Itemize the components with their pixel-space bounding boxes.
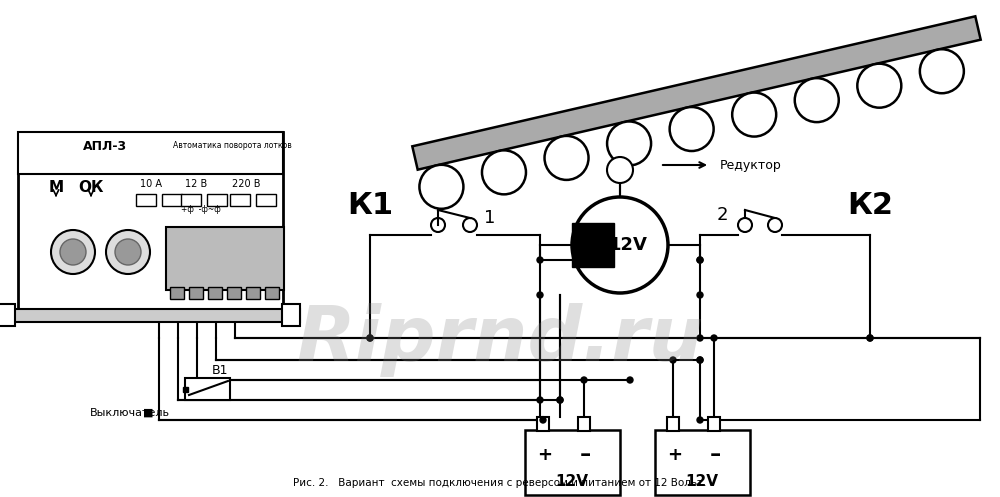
Bar: [655, 430, 750, 495]
Circle shape: [711, 335, 717, 341]
Bar: [0, 304, 15, 326]
Bar: [265, 287, 279, 299]
Circle shape: [367, 335, 373, 341]
Text: +: +: [668, 446, 682, 464]
Circle shape: [697, 357, 703, 363]
Bar: [708, 417, 720, 431]
Circle shape: [419, 165, 463, 209]
Text: 12V: 12V: [556, 475, 588, 490]
Circle shape: [697, 292, 703, 298]
Text: Выключатель: Выключатель: [90, 408, 170, 418]
Circle shape: [482, 151, 526, 194]
Circle shape: [607, 157, 633, 183]
Circle shape: [581, 377, 587, 383]
Text: 10 А: 10 А: [140, 179, 162, 189]
Text: 12V: 12V: [686, 475, 718, 490]
Text: АПЛ-3: АПЛ-3: [83, 140, 127, 153]
Text: 220 В: 220 В: [232, 179, 260, 189]
Circle shape: [857, 64, 901, 108]
Text: 2: 2: [716, 206, 728, 224]
Circle shape: [697, 257, 703, 263]
Bar: [227, 287, 241, 299]
Circle shape: [557, 397, 563, 403]
Circle shape: [768, 218, 782, 232]
Circle shape: [920, 49, 964, 93]
Bar: [282, 304, 300, 326]
Polygon shape: [412, 16, 981, 169]
Circle shape: [572, 197, 668, 293]
Circle shape: [537, 397, 543, 403]
Circle shape: [607, 121, 651, 166]
Circle shape: [537, 292, 543, 298]
Bar: [170, 287, 184, 299]
Text: В1: В1: [212, 363, 229, 377]
Bar: [667, 417, 679, 431]
Bar: [230, 194, 250, 206]
Text: –: –: [709, 445, 721, 465]
Bar: [578, 417, 590, 431]
Bar: [136, 194, 156, 206]
Circle shape: [670, 107, 714, 151]
Text: ■: ■: [143, 408, 153, 418]
Circle shape: [367, 335, 373, 341]
Bar: [166, 227, 284, 290]
Text: Редуктор: Редуктор: [720, 159, 782, 171]
Circle shape: [51, 230, 95, 274]
Circle shape: [106, 230, 150, 274]
Bar: [572, 223, 614, 267]
Circle shape: [463, 218, 477, 232]
Circle shape: [867, 335, 873, 341]
Circle shape: [738, 218, 752, 232]
Bar: [525, 430, 620, 495]
Bar: [256, 194, 276, 206]
Text: 12 В: 12 В: [185, 179, 207, 189]
Text: Riprnd.ru: Riprnd.ru: [296, 303, 704, 377]
Circle shape: [431, 218, 445, 232]
Circle shape: [732, 92, 776, 137]
Text: ОК: ОК: [78, 179, 104, 194]
Circle shape: [867, 335, 873, 341]
Bar: [185, 378, 230, 400]
Text: 12V: 12V: [609, 236, 647, 254]
Circle shape: [627, 377, 633, 383]
Text: К1: К1: [347, 190, 393, 220]
Circle shape: [697, 357, 703, 363]
Bar: [183, 387, 188, 392]
Circle shape: [115, 239, 141, 265]
Circle shape: [537, 417, 543, 423]
Circle shape: [557, 397, 563, 403]
Text: М: М: [48, 179, 64, 194]
Bar: [181, 194, 201, 206]
Bar: [207, 194, 227, 206]
Bar: [18, 132, 283, 174]
Text: 1: 1: [484, 209, 496, 227]
Bar: [189, 287, 203, 299]
Text: –: –: [579, 445, 591, 465]
Circle shape: [545, 136, 589, 180]
Circle shape: [697, 417, 703, 423]
Text: Автоматика поворота лотков: Автоматика поворота лотков: [173, 142, 292, 151]
Text: К2: К2: [847, 190, 893, 220]
Text: +: +: [538, 446, 552, 464]
Circle shape: [697, 335, 703, 341]
Bar: [162, 194, 182, 206]
Circle shape: [60, 239, 86, 265]
Bar: [208, 287, 222, 299]
Circle shape: [537, 257, 543, 263]
Circle shape: [795, 78, 839, 122]
Text: Рис. 2.   Вариант  схемы подключения с реверсом и питанием от 12 Вольт.: Рис. 2. Вариант схемы подключения с реве…: [293, 478, 707, 488]
Circle shape: [540, 417, 546, 423]
Circle shape: [697, 257, 703, 263]
Bar: [0, 309, 300, 322]
Bar: [246, 287, 260, 299]
Text: +ф  -ф~ф: +ф -ф~ф: [181, 205, 221, 215]
Circle shape: [670, 357, 676, 363]
Bar: [537, 417, 549, 431]
Bar: [18, 132, 283, 310]
